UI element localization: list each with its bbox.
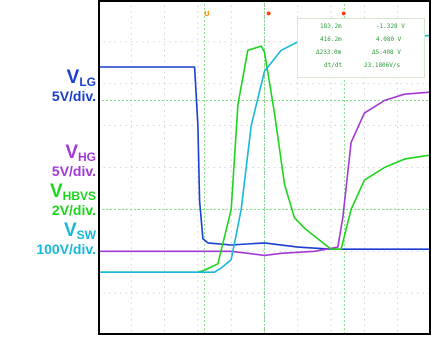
vhg-label: VHG 5V/div. — [0, 143, 96, 178]
meas-row: Δ233.0m — [316, 49, 342, 56]
vsw-label: VSW 100V/div. — [0, 221, 96, 256]
cursor-marker-3: ● — [341, 8, 347, 18]
meas-row: 4.080 V — [376, 36, 402, 43]
vhbvs-label: VHBVS 2V/div. — [0, 182, 96, 217]
trace-v-hg — [98, 91, 431, 257]
measurement-readout: 183.2m -1.328 V 416.2m 4.080 V Δ233.0m Δ… — [297, 18, 425, 78]
cursor-marker-2: ● — [266, 8, 272, 18]
screen-border — [98, 0, 431, 335]
vsw-scale: 100V/div. — [36, 241, 96, 257]
meas-row: dt/dt — [324, 62, 343, 69]
vlg-scale: 5V/div. — [51, 88, 96, 104]
meas-row: 183.2m — [320, 23, 342, 30]
meas-row: -1.328 V — [376, 23, 405, 30]
vhg-scale: 5V/div. — [51, 163, 96, 179]
vhbvs-scale: 2V/div. — [51, 202, 96, 218]
vlg-label: VLG 5V/div. — [0, 68, 96, 103]
oscilloscope-screen: ʊ ● ● 183.2m -1.328 V 416.2m 4.080 V Δ23… — [98, 0, 431, 335]
cursor-marker-1: ʊ — [204, 8, 210, 18]
meas-row: Δ5.408 V — [372, 49, 401, 56]
trace-v-hbvs — [98, 45, 431, 274]
meas-row: 416.2m — [320, 36, 342, 43]
meas-row: 23.1806V/s — [364, 62, 401, 69]
